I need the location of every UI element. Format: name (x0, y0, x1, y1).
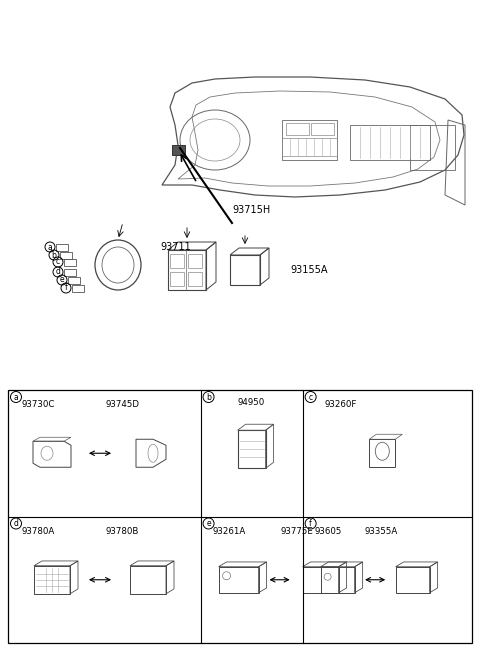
Text: 93775E: 93775E (280, 527, 313, 536)
Text: 93711: 93711 (160, 242, 191, 252)
Bar (230, 255, 260, 285)
Text: a: a (13, 392, 18, 402)
Text: e: e (206, 519, 211, 528)
Bar (321, 567, 355, 593)
Text: 93155A: 93155A (290, 265, 327, 275)
Text: 93780A: 93780A (22, 527, 55, 536)
Bar (64, 269, 76, 276)
Bar (350, 125, 430, 160)
Bar (238, 430, 265, 468)
Bar (60, 252, 72, 259)
Bar (68, 277, 80, 284)
Bar (172, 145, 185, 155)
Text: 93260F: 93260F (324, 400, 357, 409)
Text: a: a (48, 242, 52, 252)
Text: 93715H: 93715H (232, 205, 270, 215)
Bar (8, 390, 472, 643)
Text: e: e (60, 276, 64, 284)
Text: 93780B: 93780B (105, 527, 138, 536)
Text: c: c (56, 257, 60, 267)
Text: f: f (65, 284, 67, 293)
Text: 93261A: 93261A (213, 527, 246, 536)
Bar (72, 285, 84, 292)
Bar (188, 272, 202, 286)
Text: 93745D: 93745D (105, 400, 139, 409)
Text: d: d (13, 519, 18, 528)
Bar (170, 272, 184, 286)
Text: b: b (51, 250, 57, 259)
Bar (168, 250, 206, 290)
Bar (218, 567, 259, 593)
Text: 94950: 94950 (238, 398, 265, 407)
Bar (130, 566, 166, 593)
Bar (188, 254, 202, 268)
Bar (396, 567, 430, 593)
Bar (410, 125, 455, 170)
Bar (56, 244, 68, 251)
Text: f: f (309, 519, 312, 528)
Bar (34, 566, 70, 593)
Bar (282, 138, 337, 156)
Text: d: d (56, 267, 60, 276)
Text: b: b (206, 392, 211, 402)
Bar (369, 440, 396, 467)
Text: 93605: 93605 (315, 527, 342, 536)
Bar (302, 567, 338, 593)
Bar (311, 123, 334, 135)
Text: 93355A: 93355A (365, 527, 398, 536)
Bar (282, 120, 337, 160)
Text: 93730C: 93730C (22, 400, 55, 409)
Bar (64, 259, 76, 266)
Text: c: c (309, 392, 312, 402)
Bar (170, 254, 184, 268)
Bar (286, 123, 309, 135)
